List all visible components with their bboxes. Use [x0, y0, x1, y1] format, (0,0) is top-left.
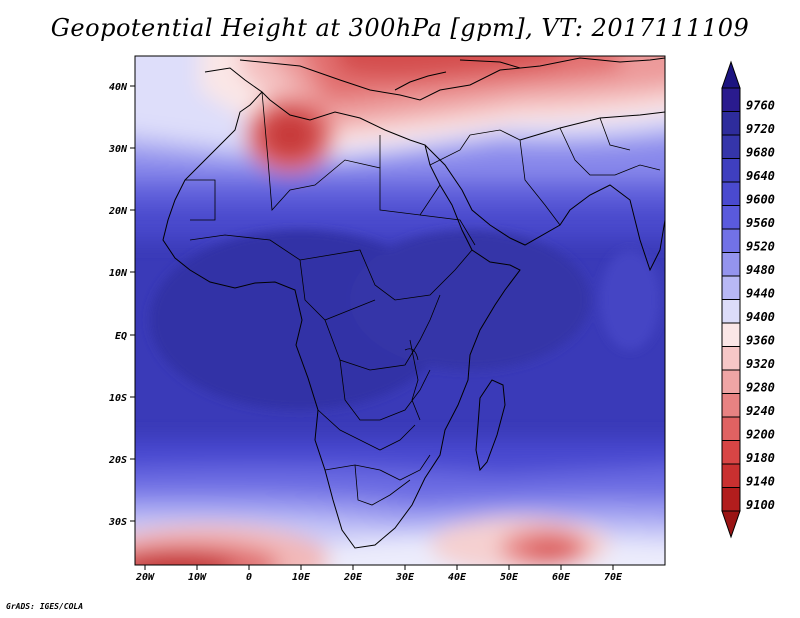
lat-label-20n: 20N	[108, 206, 128, 217]
colorbar-level-label: 9100	[746, 498, 775, 512]
colorbar-level-label: 9760	[746, 99, 775, 113]
colorbar-level-label: 9140	[746, 475, 775, 489]
lat-label-10n: 10N	[109, 268, 128, 279]
colorbar-level-label: 9400	[746, 310, 775, 324]
colorbar-swatch	[721, 322, 741, 347]
lat-label-20s: 20S	[108, 455, 127, 466]
colorbar-level-label: 9640	[746, 169, 775, 183]
lat-labels: 40N 30N 20N 10N EQ 10S 20S 30S	[108, 82, 128, 528]
colorbar-level-label: 9200	[746, 428, 775, 442]
colorbar-level-label: 9240	[746, 404, 775, 418]
colorbar-swatch	[721, 252, 741, 277]
colorbar-level-label: 9720	[746, 122, 775, 136]
colorbar-level-label: 9180	[746, 451, 775, 465]
colorbar-swatch	[721, 369, 741, 394]
height-field	[135, 56, 665, 565]
colorbar-swatch	[721, 158, 741, 183]
colorbar-swatch	[721, 346, 741, 371]
map-title: Geopotential Height at 300hPa [gpm], VT:…	[50, 14, 750, 42]
colorbar-swatch	[721, 111, 741, 136]
colorbar-level-label: 9600	[746, 193, 775, 207]
country-borders	[185, 91, 661, 506]
lat-label-30n: 30N	[108, 144, 128, 155]
colorbar-level-label: 9320	[746, 357, 775, 371]
lon-label-40e: 40E	[448, 572, 467, 583]
colorbar-level-label: 9480	[746, 263, 775, 277]
colorbar-level-label: 9360	[746, 334, 775, 348]
colorbar-swatch	[721, 416, 741, 441]
colorbar-swatch	[721, 299, 741, 324]
lon-label-0: 0	[246, 572, 252, 583]
lon-label-20e: 20E	[343, 572, 363, 583]
colorbar-bottom-arrow	[721, 510, 741, 539]
lat-label-10s: 10S	[109, 393, 127, 404]
lat-label-40n: 40N	[109, 82, 128, 93]
colorbar-level-label: 9280	[746, 381, 775, 395]
lat-label-eq: EQ	[115, 331, 127, 342]
colorbar-swatch	[721, 275, 741, 300]
grads-credit: GrADS: IGES/COLA	[6, 602, 84, 611]
colorbar-swatch	[721, 393, 741, 418]
lon-label-50e: 50E	[500, 572, 519, 583]
colorbar-swatch	[721, 440, 741, 465]
colorbar-swatch	[721, 134, 741, 159]
colorbar: 9760 9720 9680 9640 9600 9560 9520 9480 9440 9400…	[721, 60, 775, 539]
colorbar-level-label: 9440	[746, 287, 775, 301]
colorbar-swatch	[721, 181, 741, 206]
colorbar-swatch	[721, 87, 741, 112]
lon-label-60e: 60E	[552, 572, 571, 583]
lon-labels: 20W 10W 0 10E 20E 30E 40E 50E 60E 70E	[135, 572, 623, 583]
colorbar-swatch	[721, 463, 741, 488]
colorbar-swatch	[721, 205, 741, 230]
colorbar-level-label: 9680	[746, 146, 775, 160]
lon-label-30e: 30E	[395, 572, 415, 583]
plot-frame	[134, 55, 666, 566]
lon-label-10w: 10W	[188, 572, 207, 583]
colorbar-level-label: 9520	[746, 240, 775, 254]
colorbar-top-arrow	[721, 60, 741, 89]
colorbar-swatch	[721, 487, 741, 512]
colorbar-level-label: 9560	[746, 216, 775, 230]
lon-ticks	[144, 565, 614, 570]
lon-label-10e: 10E	[292, 572, 311, 583]
lat-ticks	[130, 85, 135, 522]
lon-label-70e: 70E	[604, 572, 623, 583]
colorbar-swatch	[721, 228, 741, 253]
lon-label-20w: 20W	[135, 572, 155, 583]
lat-label-30s: 30S	[108, 517, 127, 528]
